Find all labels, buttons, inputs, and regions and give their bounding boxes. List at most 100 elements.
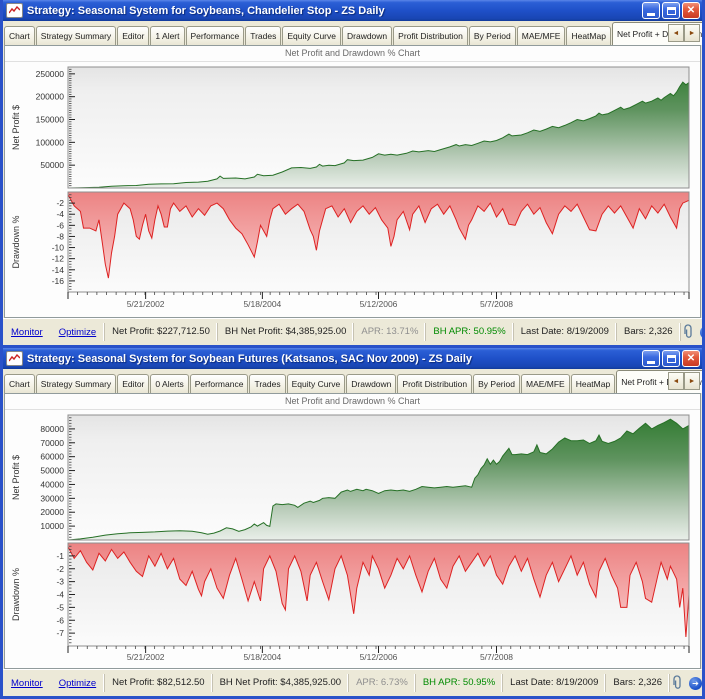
monitor-link[interactable]: Monitor <box>11 677 43 689</box>
tab-mae-mfe[interactable]: MAE/MFE <box>516 26 566 45</box>
status-bh-net-profit: BH Net Profit: $4,385,925.00 <box>216 323 353 341</box>
title-bar[interactable]: Strategy: Seasonal System for Soybean Fu… <box>3 348 702 369</box>
tab-editor[interactable]: Editor <box>117 374 150 393</box>
tab-0-alerts[interactable]: 0 Alerts <box>150 374 189 393</box>
svg-text:40000: 40000 <box>40 479 64 489</box>
svg-text:5/18/2004: 5/18/2004 <box>243 652 281 662</box>
tab-editor[interactable]: Editor <box>117 26 150 45</box>
tab-by-period[interactable]: By Period <box>473 374 520 393</box>
window-title: Strategy: Seasonal System for Soybeans, … <box>27 4 385 17</box>
svg-text:5/7/2008: 5/7/2008 <box>480 299 513 309</box>
status-cells: Net Profit: $227,712.50 BH Net Profit: $4… <box>104 323 679 341</box>
minimize-button[interactable] <box>642 350 660 367</box>
svg-text:50000: 50000 <box>40 466 64 476</box>
svg-text:-7: -7 <box>56 628 64 638</box>
svg-text:-8: -8 <box>56 231 64 241</box>
minimize-button[interactable] <box>642 2 660 19</box>
tab-drawdown[interactable]: Drawdown <box>342 26 393 45</box>
optimize-link[interactable]: Optimize <box>58 326 97 338</box>
tab-scroll-left-button[interactable]: ◄ <box>668 372 684 390</box>
status-bar: Monitor Optimize Net Profit: $227,712.50… <box>3 318 702 345</box>
svg-text:5/18/2004: 5/18/2004 <box>243 299 281 309</box>
tab-scroll-right-icon: ► <box>688 29 696 37</box>
title-bar[interactable]: Strategy: Seasonal System for Soybeans, … <box>3 0 702 21</box>
tab-scroll-right-button[interactable]: ► <box>684 372 700 390</box>
tab-equity-curve[interactable]: Equity Curve <box>286 374 346 393</box>
chart-pane: Net Profit and Drawdown % Chart 50000 100… <box>4 45 701 318</box>
svg-text:Net Profit $: Net Profit $ <box>11 455 21 500</box>
tab-strategy-summary[interactable]: Strategy Summary <box>35 374 117 393</box>
maximize-button[interactable] <box>662 2 680 19</box>
svg-text:-16: -16 <box>52 276 65 286</box>
tab-1-alert[interactable]: 1 Alert <box>150 26 185 45</box>
tab-scroll-right-button[interactable]: ► <box>684 24 700 42</box>
tab-mae-mfe[interactable]: MAE/MFE <box>520 374 570 393</box>
status-cells: Net Profit: $82,512.50 BH Net Profit: $4,… <box>104 674 669 692</box>
status-bh-apr: BH APR: 50.95% <box>414 674 502 692</box>
stream-arrow-icon: ➔ <box>692 678 699 688</box>
tab-scroll-left-button[interactable]: ◄ <box>668 24 684 42</box>
svg-text:80000: 80000 <box>40 424 64 434</box>
status-apr: APR: 6.73% <box>348 674 415 692</box>
svg-text:100000: 100000 <box>36 137 65 147</box>
status-bars: Bars: 2,326 <box>605 674 669 692</box>
svg-text:30000: 30000 <box>40 493 64 503</box>
svg-text:-3: -3 <box>56 577 64 587</box>
minimize-icon <box>647 361 655 364</box>
svg-text:-2: -2 <box>56 198 64 208</box>
maximize-icon <box>666 354 676 363</box>
tab-profit-distribution[interactable]: Profit Distribution <box>397 374 473 393</box>
close-button[interactable]: ✕ <box>682 350 700 367</box>
stream-circle-icon[interactable]: ➔ <box>699 325 702 339</box>
tab-chart[interactable]: Chart <box>4 26 35 45</box>
svg-text:150000: 150000 <box>36 115 65 125</box>
monitor-link[interactable]: Monitor <box>11 326 43 338</box>
tab-chart[interactable]: Chart <box>4 374 35 393</box>
paperclip-icon[interactable] <box>670 675 684 691</box>
net-profit-drawdown-chart[interactable]: 10000 20000 30000 40000 50000 60000 70000 80000… <box>5 410 700 668</box>
tab-profit-distribution[interactable]: Profit Distribution <box>393 26 468 45</box>
stream-section: ➔ Stream <box>679 323 702 341</box>
chart-pane: Net Profit and Drawdown % Chart 10000 200… <box>4 393 701 669</box>
svg-text:-4: -4 <box>56 209 64 219</box>
svg-text:-12: -12 <box>52 254 65 264</box>
optimize-link[interactable]: Optimize <box>58 677 97 689</box>
svg-text:5/7/2008: 5/7/2008 <box>480 652 513 662</box>
status-bars: Bars: 2,326 <box>615 323 680 341</box>
svg-text:-4: -4 <box>56 590 64 600</box>
tab-drawdown[interactable]: Drawdown <box>346 374 397 393</box>
tab-scroll-buttons: ◄ ► <box>668 24 700 42</box>
tab-by-period[interactable]: By Period <box>468 26 516 45</box>
svg-text:-10: -10 <box>52 243 65 253</box>
status-last-date: Last Date: 8/19/2009 <box>502 674 605 692</box>
status-net-profit: Net Profit: $227,712.50 <box>104 323 217 341</box>
tab-scroll-left-icon: ◄ <box>672 29 680 37</box>
tab-scroll-left-icon: ◄ <box>672 377 680 385</box>
svg-text:200000: 200000 <box>36 92 65 102</box>
stream-circle-icon[interactable]: ➔ <box>688 676 702 690</box>
tab-strategy-summary[interactable]: Strategy Summary <box>35 26 117 45</box>
maximize-button[interactable] <box>662 350 680 367</box>
svg-text:Drawdown %: Drawdown % <box>11 568 21 621</box>
tab-trades[interactable]: Trades <box>245 26 282 45</box>
tab-heatmap[interactable]: HeatMap <box>566 26 611 45</box>
close-icon: ✕ <box>686 5 696 16</box>
tab-performance[interactable]: Performance <box>189 374 249 393</box>
tab-heatmap[interactable]: HeatMap <box>570 374 616 393</box>
net-profit-drawdown-chart[interactable]: 50000 100000 150000 200000 250000 -2 -4 -6 -8 -10… <box>5 62 700 317</box>
svg-text:Drawdown %: Drawdown % <box>11 215 21 268</box>
close-button[interactable]: ✕ <box>682 2 700 19</box>
minimize-icon <box>647 13 655 16</box>
svg-text:70000: 70000 <box>40 438 64 448</box>
svg-text:5/21/2002: 5/21/2002 <box>127 299 165 309</box>
strategy-window-top: Strategy: Seasonal System for Soybeans, … <box>0 0 705 348</box>
svg-text:Net Profit $: Net Profit $ <box>11 105 21 150</box>
svg-text:60000: 60000 <box>40 452 64 462</box>
svg-text:-14: -14 <box>52 265 65 275</box>
stream-section: ➔ Stream <box>668 674 702 692</box>
tab-performance[interactable]: Performance <box>185 26 245 45</box>
tab-equity-curve[interactable]: Equity Curve <box>282 26 341 45</box>
paperclip-icon[interactable] <box>681 324 695 340</box>
close-icon: ✕ <box>686 353 696 364</box>
tab-trades[interactable]: Trades <box>249 374 286 393</box>
